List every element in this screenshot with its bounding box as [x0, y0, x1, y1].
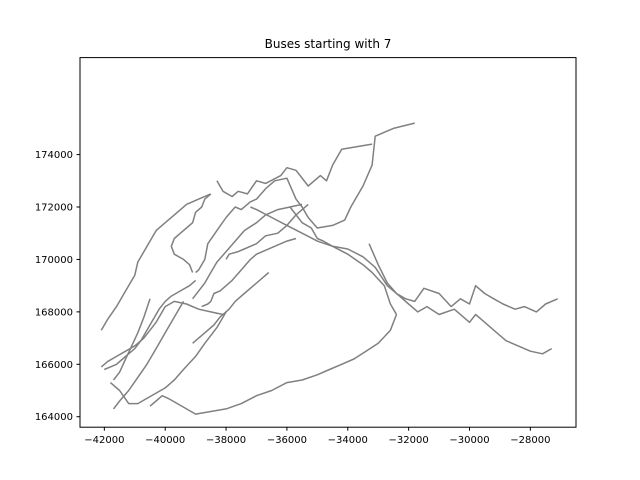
x-tick-label: −42000	[84, 435, 124, 446]
route-line-9	[149, 314, 398, 415]
plot-area-frame	[79, 57, 577, 428]
x-tick-label: −30000	[449, 435, 489, 446]
series-layer	[100, 122, 558, 415]
route-line-15	[170, 193, 212, 273]
y-tick-label: 174000	[35, 150, 73, 161]
x-axis: −42000 −40000 −38000 −36000 −34000 −32000 −300…	[84, 427, 550, 446]
route-line-8	[250, 206, 398, 315]
route-line-11	[100, 300, 224, 368]
y-tick-label: 166000	[35, 360, 73, 371]
x-tick-label: −28000	[510, 435, 550, 446]
route-line-10	[109, 311, 227, 405]
route-line-14	[104, 279, 197, 371]
x-tick-label: −40000	[145, 435, 185, 446]
route-line-1	[195, 122, 415, 274]
route-line-2	[216, 143, 373, 198]
route-line-3	[225, 203, 309, 260]
route-line-17	[192, 271, 270, 344]
route-line-7	[368, 243, 558, 313]
route-line-12	[112, 301, 185, 410]
chart-title: Buses starting with 7	[265, 37, 392, 51]
route-line-4	[201, 237, 297, 308]
route-line-13	[112, 298, 151, 381]
route-line-6	[289, 206, 553, 355]
y-tick-label: 164000	[35, 412, 73, 423]
route-line-16	[100, 193, 212, 331]
route-line-5	[192, 203, 303, 300]
x-tick-label: −36000	[267, 435, 307, 446]
x-tick-label: −34000	[328, 435, 368, 446]
y-tick-label: 170000	[35, 255, 73, 266]
y-axis: 164000 166000 168000 170000 172000 174000	[35, 150, 80, 423]
x-tick-label: −32000	[389, 435, 429, 446]
x-tick-label: −38000	[206, 435, 246, 446]
y-tick-label: 172000	[35, 203, 73, 214]
y-tick-label: 168000	[35, 307, 73, 318]
